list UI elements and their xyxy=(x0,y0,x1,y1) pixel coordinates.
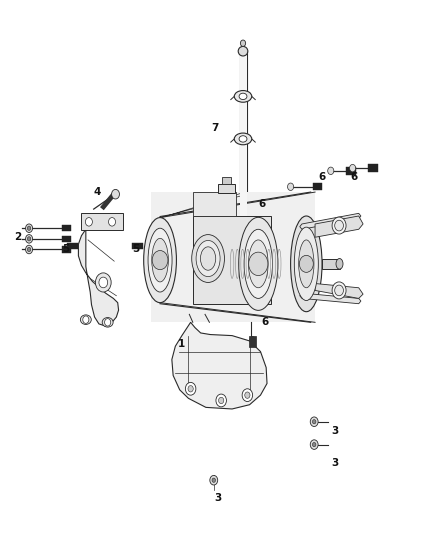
Circle shape xyxy=(25,224,32,232)
Circle shape xyxy=(310,440,318,449)
Circle shape xyxy=(250,337,255,343)
Circle shape xyxy=(95,273,111,292)
Ellipse shape xyxy=(196,240,220,277)
Ellipse shape xyxy=(299,240,314,288)
Text: 3: 3 xyxy=(331,426,338,437)
Circle shape xyxy=(105,319,111,326)
Circle shape xyxy=(109,217,116,226)
Circle shape xyxy=(83,316,89,324)
Text: 6: 6 xyxy=(351,172,358,182)
Ellipse shape xyxy=(239,136,247,142)
Polygon shape xyxy=(172,322,267,409)
Bar xyxy=(218,183,235,193)
Circle shape xyxy=(219,397,224,403)
Text: 1: 1 xyxy=(178,338,186,349)
Polygon shape xyxy=(300,293,361,304)
Ellipse shape xyxy=(238,46,248,56)
Polygon shape xyxy=(78,229,119,326)
Circle shape xyxy=(240,40,246,46)
Ellipse shape xyxy=(201,247,216,270)
Ellipse shape xyxy=(192,235,224,282)
Circle shape xyxy=(249,252,268,276)
Ellipse shape xyxy=(336,259,343,269)
Circle shape xyxy=(312,442,316,447)
Ellipse shape xyxy=(248,240,268,288)
Circle shape xyxy=(332,282,346,299)
Bar xyxy=(368,165,378,172)
Circle shape xyxy=(328,167,334,174)
Circle shape xyxy=(242,389,253,401)
Circle shape xyxy=(188,385,193,392)
Bar xyxy=(62,246,71,253)
Circle shape xyxy=(85,217,92,226)
Ellipse shape xyxy=(152,238,168,282)
Circle shape xyxy=(212,478,215,482)
Text: 7: 7 xyxy=(211,123,218,133)
Ellipse shape xyxy=(144,217,177,303)
Polygon shape xyxy=(300,213,361,229)
Bar xyxy=(249,336,256,348)
Polygon shape xyxy=(160,192,245,217)
Circle shape xyxy=(312,419,316,424)
Circle shape xyxy=(27,247,31,252)
Text: 5: 5 xyxy=(132,244,140,254)
Circle shape xyxy=(288,183,293,190)
Circle shape xyxy=(350,165,356,172)
Circle shape xyxy=(112,189,120,199)
Circle shape xyxy=(25,245,32,254)
Circle shape xyxy=(210,475,218,485)
Circle shape xyxy=(299,255,313,272)
Ellipse shape xyxy=(239,217,278,310)
Ellipse shape xyxy=(290,216,322,312)
Circle shape xyxy=(152,251,168,270)
Circle shape xyxy=(216,394,226,407)
Bar xyxy=(132,243,143,249)
Circle shape xyxy=(99,277,108,288)
Text: 6: 6 xyxy=(318,172,325,182)
Text: 3: 3 xyxy=(214,492,221,503)
Bar xyxy=(62,236,71,242)
Text: 3: 3 xyxy=(331,458,338,468)
Text: 2: 2 xyxy=(14,232,21,243)
Ellipse shape xyxy=(234,91,252,102)
Ellipse shape xyxy=(102,318,113,327)
Bar xyxy=(67,243,78,249)
Ellipse shape xyxy=(148,228,172,292)
Ellipse shape xyxy=(244,229,272,298)
Ellipse shape xyxy=(234,133,252,145)
Bar xyxy=(346,167,356,174)
Text: 6: 6 xyxy=(258,199,265,209)
Circle shape xyxy=(332,217,346,234)
Bar xyxy=(313,183,322,190)
Circle shape xyxy=(245,392,250,398)
Bar xyxy=(193,216,272,304)
Text: 4: 4 xyxy=(93,187,100,197)
Circle shape xyxy=(310,417,318,426)
Ellipse shape xyxy=(239,93,247,100)
Circle shape xyxy=(335,285,343,296)
Polygon shape xyxy=(315,284,363,298)
Polygon shape xyxy=(315,216,363,237)
Circle shape xyxy=(185,382,196,395)
Circle shape xyxy=(27,226,31,230)
Circle shape xyxy=(335,220,343,231)
Ellipse shape xyxy=(81,315,91,325)
Circle shape xyxy=(25,235,32,243)
Bar xyxy=(222,177,231,183)
Polygon shape xyxy=(193,192,237,216)
Circle shape xyxy=(27,237,31,241)
Bar xyxy=(322,259,339,269)
Text: 5: 5 xyxy=(62,244,69,254)
Bar xyxy=(81,213,123,230)
Bar xyxy=(240,51,247,224)
Polygon shape xyxy=(151,192,315,322)
Bar xyxy=(62,225,71,231)
Ellipse shape xyxy=(294,227,318,301)
Text: 6: 6 xyxy=(261,317,268,327)
